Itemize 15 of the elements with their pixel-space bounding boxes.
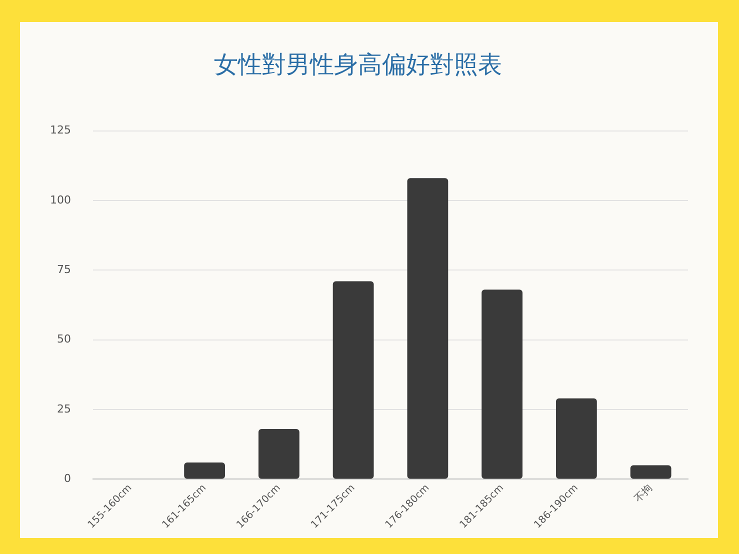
bar	[556, 398, 597, 479]
bar	[407, 178, 448, 479]
y-tick-label: 50	[56, 332, 71, 346]
bar	[258, 429, 300, 479]
bar	[482, 290, 523, 479]
bar	[184, 462, 226, 479]
chart-title: 女性對男性身高偏好對照表	[214, 50, 502, 79]
y-tick-label: 25	[56, 402, 71, 416]
bar	[630, 465, 672, 479]
y-tick-label: 0	[64, 472, 71, 486]
y-tick-label: 100	[50, 193, 71, 206]
y-tick-label: 125	[50, 124, 71, 137]
y-tick-label: 75	[56, 263, 71, 276]
bar	[332, 281, 374, 479]
x-tick-label: 不拘	[632, 482, 655, 505]
